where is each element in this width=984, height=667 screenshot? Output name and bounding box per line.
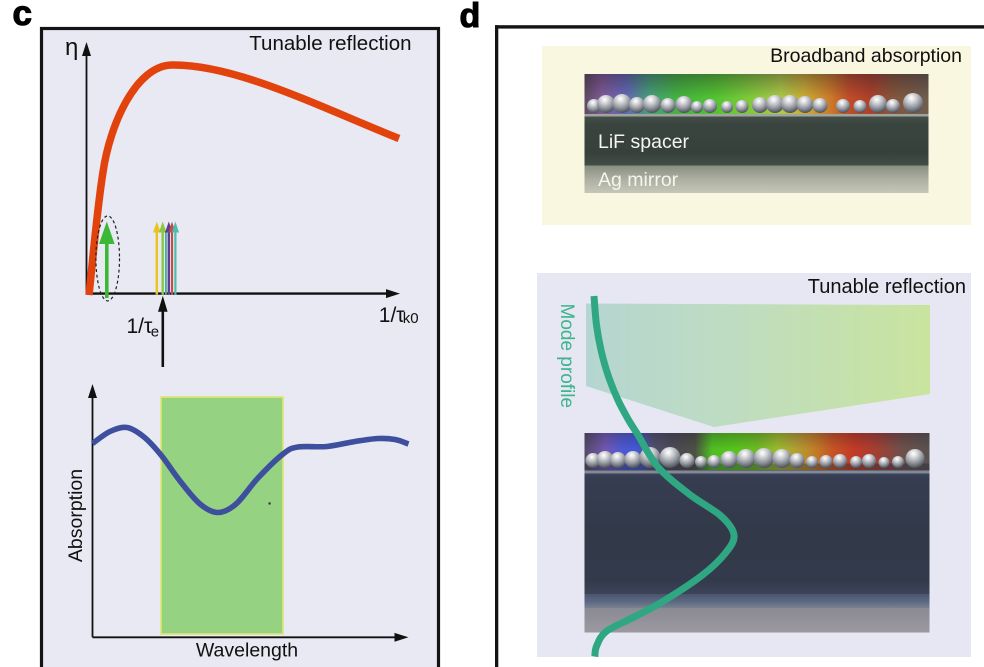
svg-text:Wavelength: Wavelength xyxy=(196,639,298,661)
svg-text:η: η xyxy=(65,34,78,61)
svg-text:c: c xyxy=(13,0,32,33)
svg-text:Tunable reflection: Tunable reflection xyxy=(249,32,411,55)
svg-text:Broadband absorption: Broadband absorption xyxy=(770,45,962,67)
svg-text:LiF spacer: LiF spacer xyxy=(598,131,690,153)
svg-text:1/τ: 1/τ xyxy=(379,304,406,327)
svg-text:e: e xyxy=(151,323,159,340)
svg-text:Absorption: Absorption xyxy=(65,469,87,562)
svg-text:Ag mirror: Ag mirror xyxy=(598,169,679,191)
svg-text:k0: k0 xyxy=(403,310,419,327)
svg-text:Tunable reflection: Tunable reflection xyxy=(808,276,966,298)
svg-text:Mode profile: Mode profile xyxy=(556,304,577,409)
svg-text:1/τ: 1/τ xyxy=(127,315,154,338)
svg-text:d: d xyxy=(460,0,481,35)
